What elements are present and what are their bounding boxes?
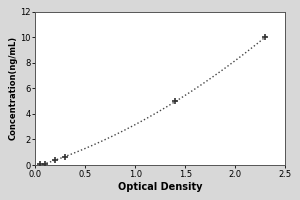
X-axis label: Optical Density: Optical Density bbox=[118, 182, 202, 192]
Y-axis label: Concentration(ng/mL): Concentration(ng/mL) bbox=[8, 36, 17, 140]
